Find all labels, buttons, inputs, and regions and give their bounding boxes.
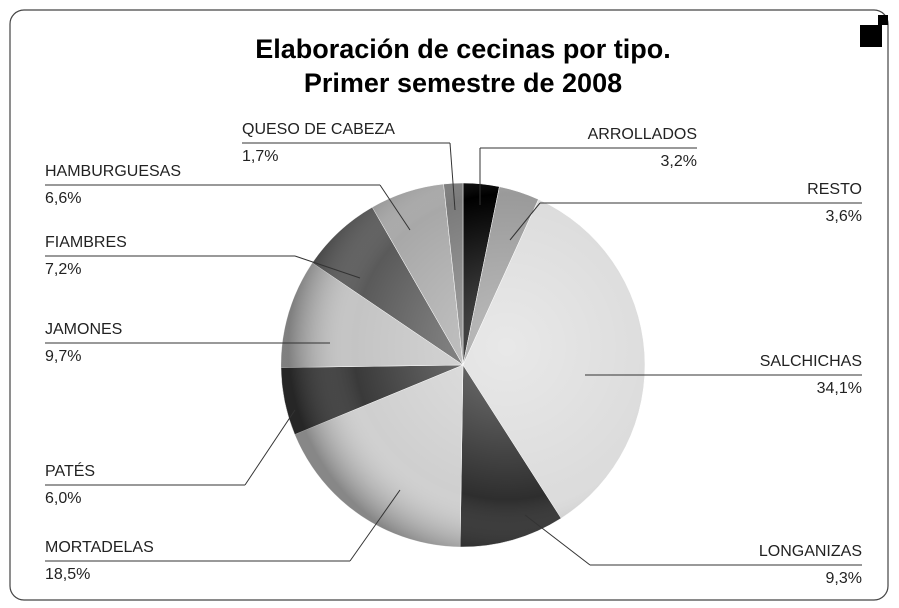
leader-line (349, 489, 401, 562)
frame (9, 9, 889, 601)
value-label: 18,5% (45, 566, 90, 583)
corner-icon (860, 25, 882, 47)
category-label: PATÉS (45, 461, 95, 480)
category-label: RESTO (807, 181, 862, 198)
category-label: SALCHICHAS (760, 353, 862, 370)
category-label: FIAMBRES (45, 234, 127, 251)
value-label: 3,6% (826, 208, 862, 225)
leader-line (509, 202, 541, 241)
value-label: 9,3% (826, 570, 862, 587)
value-label: 7,2% (45, 261, 81, 278)
value-label: 1,7% (242, 148, 278, 165)
chart-title: Primer semestre de 2008 (304, 68, 622, 98)
category-label: JAMONES (45, 321, 122, 338)
category-label: ARROLLADOS (588, 126, 697, 143)
category-label: MORTADELAS (45, 539, 154, 556)
value-label: 3,2% (661, 153, 697, 170)
value-label: 34,1% (817, 380, 862, 397)
chart-title: Elaboración de cecinas por tipo. (255, 34, 671, 64)
leader-line (449, 142, 456, 211)
labels: ARROLLADOS 3,2% RESTO 3,6% SALCHICHAS 34,1% LO… (45, 121, 862, 587)
category-label: HAMBURGUESAS (45, 163, 181, 180)
corner-icon (878, 15, 888, 25)
value-label: 9,7% (45, 348, 81, 365)
category-label: LONGANIZAS (759, 543, 862, 560)
category-label: QUESO DE CABEZA (242, 121, 395, 138)
leader-line (379, 184, 411, 231)
leader-line (524, 514, 591, 566)
leader-line (244, 409, 296, 486)
value-label: 6,0% (45, 490, 81, 507)
value-label: 6,6% (45, 190, 81, 207)
pie (280, 182, 646, 548)
leader-line (294, 255, 361, 279)
